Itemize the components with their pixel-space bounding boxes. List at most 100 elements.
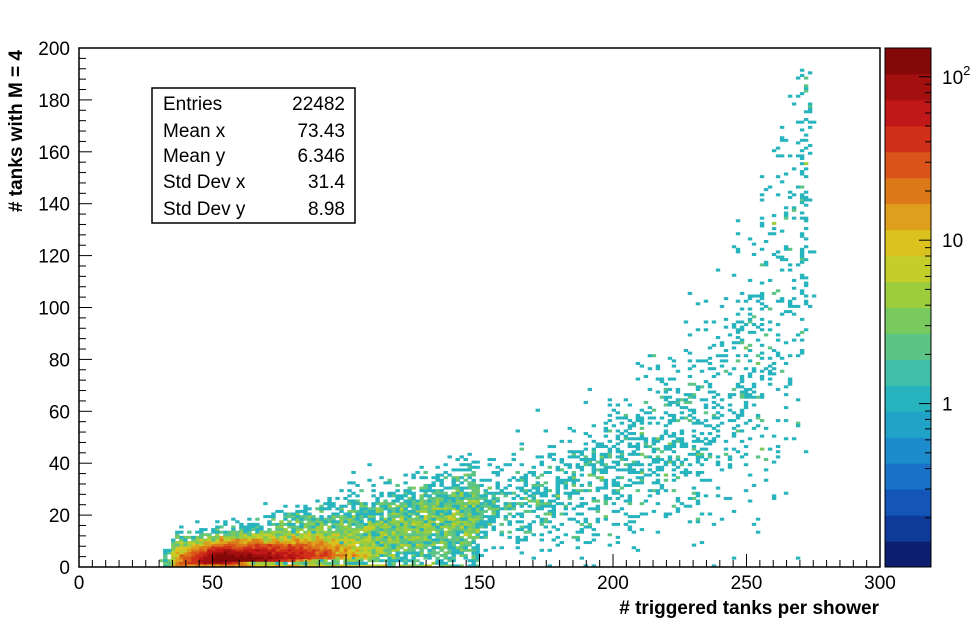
histogram-cell	[203, 561, 208, 565]
histogram-cell	[747, 359, 753, 363]
histogram-cell	[447, 504, 452, 508]
histogram-cell	[603, 502, 609, 506]
histogram-cell	[487, 502, 492, 506]
histogram-cell	[695, 460, 701, 464]
histogram-cell	[427, 538, 432, 542]
histogram-cell	[647, 416, 653, 420]
histogram-cell	[303, 548, 308, 552]
histogram-cell	[447, 538, 452, 542]
histogram-cell	[731, 341, 737, 345]
histogram-cell	[255, 522, 260, 526]
histogram-cell	[455, 538, 460, 542]
histogram-cell	[219, 561, 224, 565]
histogram-cell	[775, 255, 781, 259]
histogram-cell	[243, 525, 248, 529]
histogram-cell	[199, 551, 204, 555]
histogram-cell	[739, 338, 745, 342]
histogram-cell	[371, 543, 376, 547]
histogram-cell	[723, 439, 729, 443]
histogram-cell	[347, 559, 352, 563]
histogram-cell	[631, 515, 637, 519]
histogram-cell	[471, 502, 476, 506]
histogram-cell	[227, 538, 232, 542]
histogram-cell	[671, 400, 677, 404]
histogram-cell	[543, 494, 548, 498]
histogram-cell	[779, 138, 785, 142]
histogram-cell	[783, 247, 789, 251]
histogram-cell	[303, 541, 308, 545]
histogram-cell	[371, 546, 376, 550]
histogram-cell	[491, 525, 496, 529]
histogram-cell	[807, 107, 813, 111]
histogram-cell	[211, 546, 216, 550]
histogram-cell	[655, 465, 661, 469]
histogram-cell	[507, 535, 512, 539]
histogram-cell	[407, 491, 412, 495]
histogram-cell	[439, 538, 444, 542]
histogram-cell	[635, 463, 641, 467]
histogram-cell	[419, 489, 424, 493]
histogram-cell	[451, 551, 456, 555]
histogram-cell	[695, 494, 701, 498]
histogram-cell	[435, 541, 440, 545]
histogram-cell	[599, 458, 605, 462]
histogram-cell	[467, 499, 472, 503]
histogram-cell	[311, 522, 316, 526]
histogram-cell	[395, 538, 400, 542]
stats-label-std-dev-y: Std Dev y	[163, 199, 246, 220]
histogram-cell	[291, 530, 296, 534]
histogram-cell	[799, 68, 805, 72]
histogram-cell	[711, 390, 717, 394]
histogram-cell	[331, 541, 336, 545]
histogram-cell	[547, 470, 552, 474]
histogram-cell	[451, 541, 456, 545]
histogram-cell	[443, 496, 448, 500]
histogram-cell	[763, 240, 769, 244]
histogram-cell	[451, 476, 456, 480]
histogram-cell	[547, 452, 552, 456]
histogram-cell	[355, 499, 360, 503]
histogram-cell	[347, 509, 352, 513]
histogram-cell	[799, 195, 805, 199]
y-tick-label: 40	[49, 454, 70, 475]
histogram-cell	[367, 551, 372, 555]
histogram-cell	[379, 535, 384, 539]
histogram-cell	[543, 504, 548, 508]
histogram-cell	[451, 494, 456, 498]
histogram-cell	[447, 512, 452, 516]
histogram-cell	[499, 468, 504, 472]
histogram-cell	[735, 247, 741, 251]
histogram-cell	[387, 546, 392, 550]
histogram-cell	[759, 434, 765, 438]
histogram-cell	[279, 509, 284, 513]
histogram-cell	[635, 362, 641, 365]
histogram-cell	[487, 515, 492, 519]
histogram-cell	[419, 507, 424, 511]
histogram-cell	[695, 419, 701, 423]
histogram-cell	[431, 522, 436, 526]
histogram-cell	[255, 556, 260, 560]
histogram-cell	[435, 465, 440, 469]
histogram-cell	[455, 525, 460, 529]
histogram-cell	[211, 556, 216, 560]
histogram-cell	[611, 424, 617, 428]
histogram-cell	[583, 447, 589, 451]
histogram-cell	[771, 253, 777, 256]
histogram-cell	[223, 535, 228, 539]
histogram-cell	[507, 504, 512, 508]
histogram-cell	[391, 507, 396, 511]
histogram-cell	[615, 442, 621, 446]
histogram-cell	[535, 455, 540, 459]
histogram-cell	[423, 515, 428, 519]
histogram-cell	[747, 343, 753, 347]
histogram-cell	[451, 486, 456, 490]
histogram-cell	[411, 564, 416, 568]
histogram-cell	[803, 198, 809, 202]
histogram-cell	[207, 543, 212, 547]
histogram-cell	[243, 556, 248, 560]
histogram-cell	[683, 473, 689, 477]
histogram-cell	[387, 502, 392, 506]
histogram-cell	[443, 520, 448, 524]
histogram-cell	[451, 564, 456, 568]
histogram-cell	[435, 528, 440, 532]
